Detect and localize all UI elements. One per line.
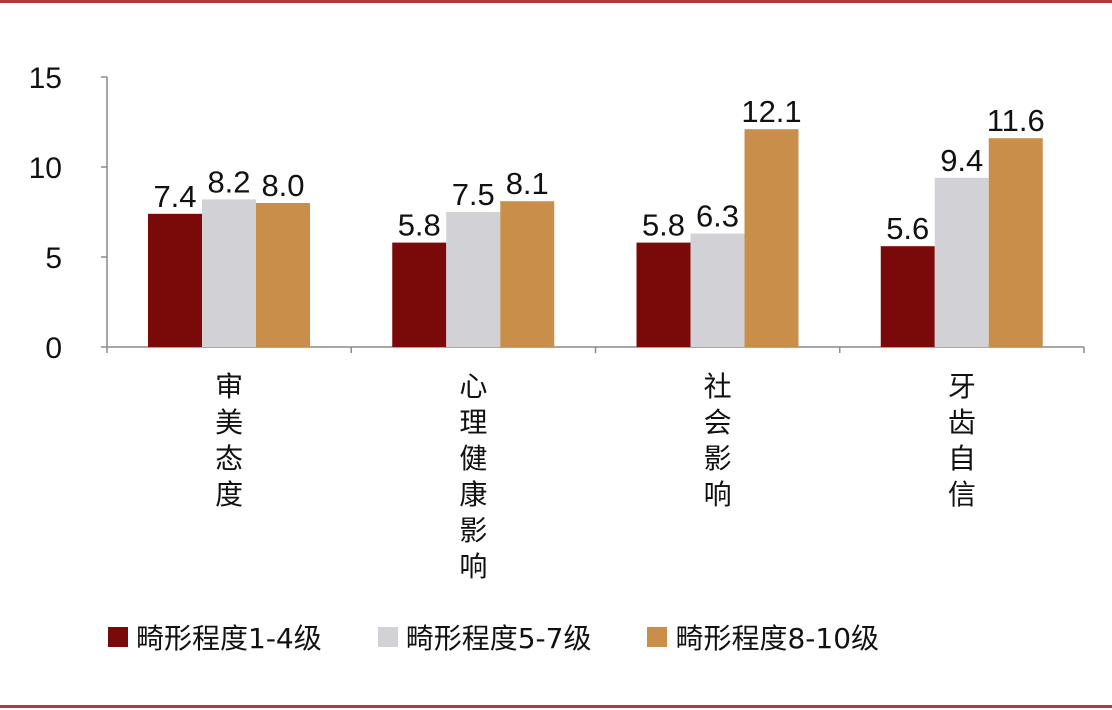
- legend-swatch-5-7: [377, 627, 398, 647]
- legend-item-8-10: 畸形程度8-10级: [647, 617, 879, 657]
- y-tick-label: 5: [45, 242, 62, 275]
- y-tick-label: 0: [45, 332, 62, 365]
- bar-2-1: [392, 242, 447, 347]
- category-labels: 审美态度 心理健康影响 社会影响 牙齿自信: [215, 370, 976, 583]
- bar-4-3: [988, 138, 1043, 347]
- y-tick-label: 10: [29, 152, 62, 185]
- legend-label-5-7: 畸形程度5-7级: [405, 622, 592, 655]
- legend-item-5-7: 畸形程度5-7级: [377, 617, 592, 657]
- bar-4-2: [934, 177, 989, 347]
- data-label: 8.2: [207, 164, 250, 199]
- data-label: 8.1: [506, 166, 549, 201]
- bar-3-1: [636, 242, 691, 347]
- legend-label-8-10: 畸形程度8-10级: [675, 622, 880, 655]
- data-label: 5.8: [398, 208, 441, 243]
- bar-2-3: [500, 201, 555, 347]
- bar-chart: 0 5 10 15 7.4 5.8 5.8 5.6 8.2 7.5 6.3 9.4 8.0 8.1 12.…: [29, 62, 1085, 583]
- data-label: 7.4: [153, 179, 196, 214]
- bar-1-1: [148, 213, 202, 347]
- bar-3-3: [744, 129, 799, 347]
- bars: [148, 129, 1043, 347]
- category-label: 牙齿自信: [948, 370, 976, 511]
- category-label: 审美态度: [215, 370, 243, 511]
- data-label: 11.6: [987, 103, 1045, 138]
- data-label: 5.8: [642, 208, 685, 243]
- legend-swatch-8-10: [647, 627, 668, 647]
- data-label: 12.1: [741, 94, 801, 129]
- bottom-border: [0, 705, 1112, 708]
- legend-item-1-4: 畸形程度1-4级: [108, 617, 322, 657]
- bar-1-2: [202, 199, 256, 347]
- data-label: 6.3: [696, 199, 739, 234]
- legend: 畸形程度1-4级 畸形程度5-7级 畸形程度8-10级: [108, 614, 935, 660]
- data-label: 5.6: [886, 211, 929, 246]
- data-label: 8.0: [261, 168, 304, 203]
- data-labels: 7.4 5.8 5.8 5.6 8.2 7.5 6.3 9.4 8.0 8.1 12.1 11.6: [153, 94, 1044, 246]
- bar-4-1: [880, 246, 935, 347]
- y-tick-label: 15: [29, 62, 62, 95]
- bar-1-3: [256, 203, 310, 347]
- category-label: 社会影响: [704, 370, 732, 511]
- legend-swatch-1-4: [108, 627, 128, 647]
- data-label: 9.4: [940, 143, 983, 178]
- category-label: 心理健康影响: [459, 370, 487, 583]
- bar-3-2: [690, 233, 745, 347]
- legend-label-1-4: 畸形程度1-4级: [136, 622, 322, 655]
- data-label: 7.5: [452, 177, 495, 212]
- bar-2-2: [446, 212, 501, 347]
- top-border: [0, 0, 1112, 3]
